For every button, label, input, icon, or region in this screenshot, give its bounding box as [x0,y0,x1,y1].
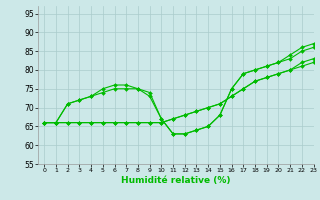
X-axis label: Humidité relative (%): Humidité relative (%) [121,176,231,185]
